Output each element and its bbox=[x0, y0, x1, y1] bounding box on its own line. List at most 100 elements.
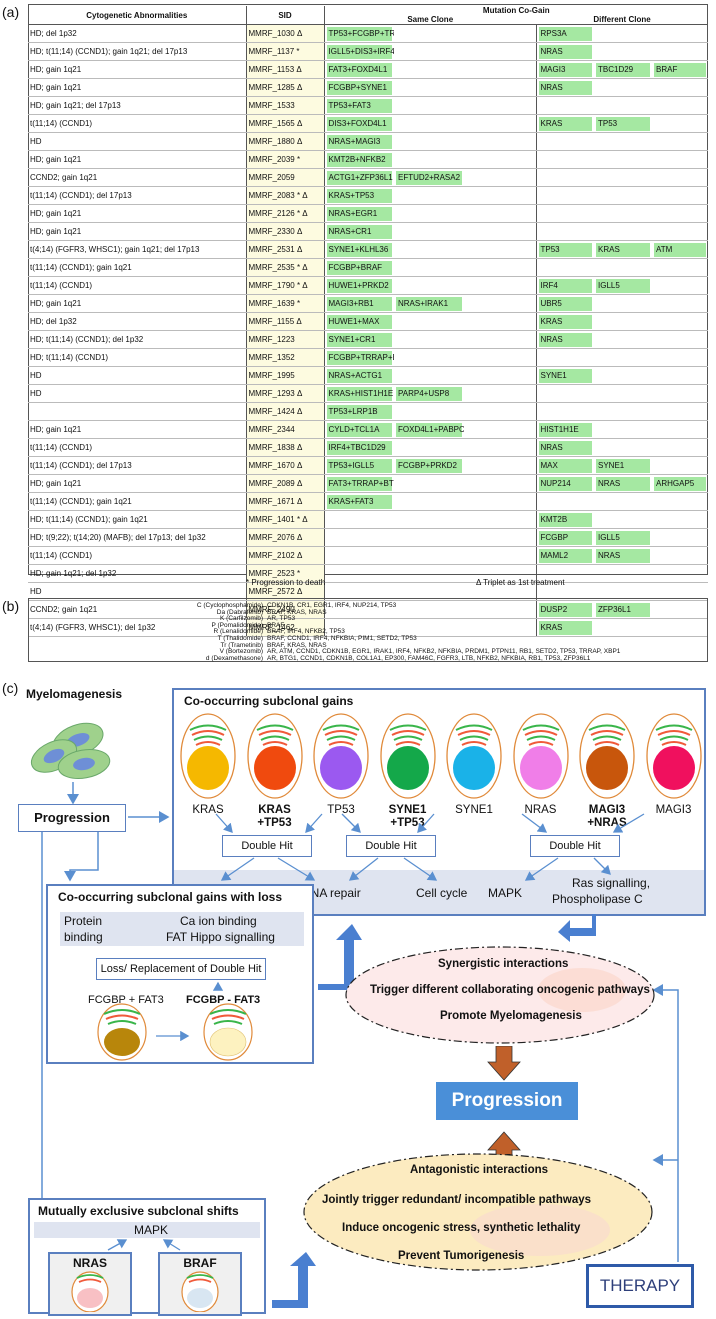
same-clone-cell bbox=[324, 582, 394, 601]
same-clone-cell bbox=[394, 114, 464, 133]
gains-to-synergy-arrow bbox=[558, 914, 596, 942]
diff-clone-cell: ARHGAP5 bbox=[652, 474, 708, 493]
subclone-label: KRAS +TP53 bbox=[257, 804, 292, 829]
cyto-cell: HD bbox=[28, 366, 247, 385]
diff-clone-cell bbox=[652, 132, 708, 151]
loss-to-synergy-arrow bbox=[318, 924, 362, 990]
diff-clone-gain: SYNE1 bbox=[596, 458, 650, 473]
diff-clone-gain: KRAS bbox=[538, 620, 592, 635]
sid-cell: MMRF_1155 Δ bbox=[246, 312, 325, 331]
cooccurring-gains-box: Co-occurring subclonal gains KRAS KRAS +T… bbox=[172, 688, 706, 916]
pathway-ras: Ras signalling, bbox=[572, 876, 651, 890]
cyto-cell: t(11;14) (CCND1) bbox=[28, 438, 247, 457]
same-clone-cell bbox=[394, 150, 464, 169]
panel-label-c: (c) bbox=[2, 680, 19, 696]
subclone-label: MAGI3 +NRAS bbox=[587, 804, 627, 829]
same-clone-cell bbox=[464, 114, 537, 133]
same-clone-gain: NRAS+IRAK1 bbox=[396, 296, 462, 311]
sid-cell: MMRF_1533 bbox=[246, 96, 325, 115]
same-clone-cell bbox=[324, 510, 394, 529]
diff-clone-gain: MAML2 bbox=[538, 548, 592, 563]
footnote-triplet: Δ Triplet as 1st treatment bbox=[476, 578, 565, 587]
mutex-pathway-band bbox=[34, 1222, 260, 1238]
diff-clone-cell bbox=[536, 132, 594, 151]
pathway-phospholipase: Phospholipase C bbox=[552, 892, 643, 906]
diff-clone-cell bbox=[652, 42, 708, 61]
cyto-cell: CCND2; gain 1q21 bbox=[28, 168, 247, 187]
same-clone-cell: HUWE1+PRKD2 bbox=[324, 276, 394, 295]
diff-clone-cell bbox=[652, 420, 708, 439]
diff-clone-cell: MAGI3 bbox=[536, 60, 594, 79]
antagonism-line-1: Antagonistic interactions bbox=[410, 1164, 549, 1176]
mutex-cells bbox=[71, 1239, 219, 1312]
same-clone-cell: KRAS+FAT3 bbox=[324, 492, 394, 511]
table-row: t(11;14) (CCND1); del 17p13 MMRF_2083 * Δ… bbox=[28, 186, 708, 205]
cyto-cell: t(11;14) (CCND1); gain 1q21 bbox=[28, 492, 247, 511]
same-clone-cell bbox=[464, 60, 537, 79]
same-clone-cell bbox=[394, 474, 464, 493]
same-clone-cell bbox=[394, 546, 464, 565]
cyto-cell: HD; gain 1q21 bbox=[28, 204, 247, 223]
diff-clone-cell: ZFP36L1 bbox=[594, 600, 652, 619]
diff-clone-gain: DUSP2 bbox=[538, 602, 592, 617]
diff-clone-cell bbox=[594, 402, 652, 421]
cooccurring-title: Co-occurring subclonal gains bbox=[184, 694, 354, 708]
same-clone-cell bbox=[464, 582, 537, 601]
diff-clone-cell bbox=[536, 348, 594, 367]
same-clone-cell: FCGBP+SYNE1 bbox=[324, 78, 394, 97]
same-clone-cell: KRAS+HIST1H1E bbox=[324, 384, 394, 403]
diff-clone-cell bbox=[652, 294, 708, 313]
cell-nras-icon bbox=[71, 1271, 109, 1312]
sid-cell: MMRF_2531 Δ bbox=[246, 240, 325, 259]
table-row: CCND2; gain 1q21 MMRF_2059 ACTG1+ZFP36L1 EF… bbox=[28, 168, 708, 187]
same-clone-cell bbox=[394, 240, 464, 259]
sid-cell: MMRF_1137 * bbox=[246, 42, 325, 61]
same-clone-cell bbox=[394, 276, 464, 295]
diff-clone-cell bbox=[652, 564, 708, 583]
cyto-cell: HD; gain 1q21 bbox=[28, 60, 247, 79]
mutex-right-label: BRAF bbox=[183, 1256, 217, 1270]
same-clone-cell bbox=[464, 384, 537, 403]
diff-clone-gain: NRAS bbox=[538, 440, 592, 455]
table-row: HD; gain 1q21 MMRF_1285 Δ FCGBP+SYNE1 NRAS bbox=[28, 78, 708, 97]
sid-cell: MMRF_2059 bbox=[246, 168, 325, 187]
diff-clone-cell: KRAS bbox=[536, 312, 594, 331]
same-clone-cell: NRAS+EGR1 bbox=[324, 204, 394, 223]
same-clone-cell bbox=[464, 150, 537, 169]
same-clone-cell bbox=[464, 348, 537, 367]
same-clone-cell: CYLD+TCL1A bbox=[324, 420, 394, 439]
diff-clone-cell bbox=[594, 78, 652, 97]
same-clone-cell: DIS3+FOXD4L1 bbox=[324, 114, 394, 133]
same-clone-gain: NRAS+EGR1 bbox=[326, 206, 392, 221]
subclone-cell-icon bbox=[512, 713, 569, 799]
diff-clone-cell bbox=[652, 330, 708, 349]
same-clone-gain: HUWE1+MAX bbox=[326, 314, 392, 329]
same-clone-gain: FAT3+FOXD4L1 bbox=[326, 62, 392, 77]
cyto-cell: HD; t(11;14) (CCND1) bbox=[28, 348, 247, 367]
same-clone-gain: NRAS+CR1 bbox=[326, 224, 392, 239]
same-clone-gain: FCGBP+TRRAP+EP300 bbox=[326, 350, 394, 365]
double-hit-1: Double Hit bbox=[222, 835, 312, 857]
cyto-cell: HD; del 1p32 bbox=[28, 312, 247, 331]
diff-clone-cell bbox=[652, 384, 708, 403]
synergy-line-1: Synergistic interactions bbox=[438, 958, 569, 970]
diff-clone-gain: NRAS bbox=[596, 548, 650, 563]
same-clone-cell bbox=[464, 294, 537, 313]
sid-cell: MMRF_2126 * Δ bbox=[246, 204, 325, 223]
same-clone-gain: PARP4+USP8 bbox=[396, 386, 462, 401]
diff-clone-cell bbox=[536, 222, 594, 241]
sid-cell: MMRF_2039 * bbox=[246, 150, 325, 169]
subclone-cell-icon bbox=[313, 713, 369, 799]
table-row: HD; gain 1q21 MMRF_2330 Δ NRAS+CR1 bbox=[28, 222, 708, 241]
sid-cell: MMRF_2535 * Δ bbox=[246, 258, 325, 277]
same-clone-gain: SYNE1+CR1 bbox=[326, 332, 392, 347]
same-clone-cell: NRAS+IRAK1 bbox=[394, 294, 464, 313]
same-clone-cell: FAT3+TRRAP+BTG1 bbox=[324, 474, 394, 493]
diff-clone-cell bbox=[652, 528, 708, 547]
diff-clone-cell bbox=[652, 24, 708, 43]
same-clone-cell bbox=[464, 258, 537, 277]
drug-target-genes: BRAF, KRAS, NRAS bbox=[267, 608, 327, 616]
diff-clone-gain: IGLL5 bbox=[596, 530, 650, 545]
same-clone-cell bbox=[464, 420, 537, 439]
subclone-label: SYNE1 +TP53 bbox=[388, 804, 427, 829]
